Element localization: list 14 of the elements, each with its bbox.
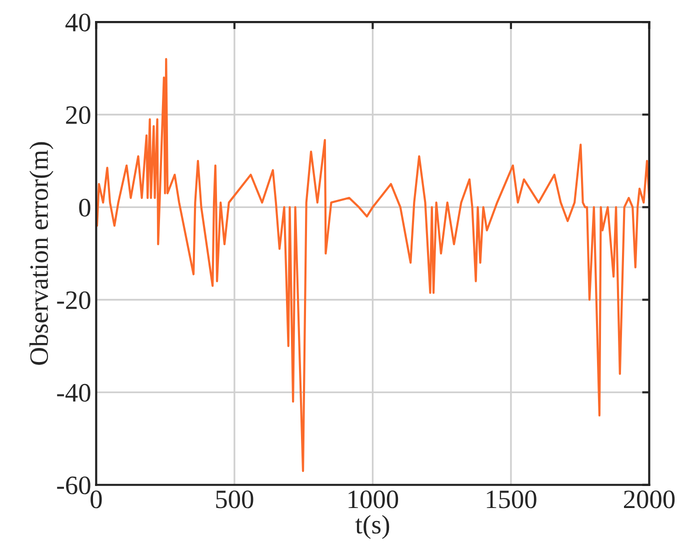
x-tick-label: 1500 [486, 490, 536, 508]
x-tick-label: 0 [90, 490, 102, 508]
y-tick-label: 40 [65, 14, 90, 32]
y-tick-label: 0 [79, 198, 90, 217]
y-tick-label: -40 [57, 384, 90, 402]
y-axis-title: Observation error(m) [29, 142, 54, 365]
x-tick-label: 1000 [348, 490, 398, 508]
line-series [96, 58, 650, 472]
y-tick-label: -60 [57, 476, 90, 494]
x-tick-label: 2000 [624, 490, 675, 508]
y-tick-label: 20 [66, 106, 90, 124]
x-tick-label: 500 [216, 490, 254, 508]
y-tick-label: -20 [57, 291, 90, 310]
x-axis-title: t(s) [355, 515, 390, 539]
